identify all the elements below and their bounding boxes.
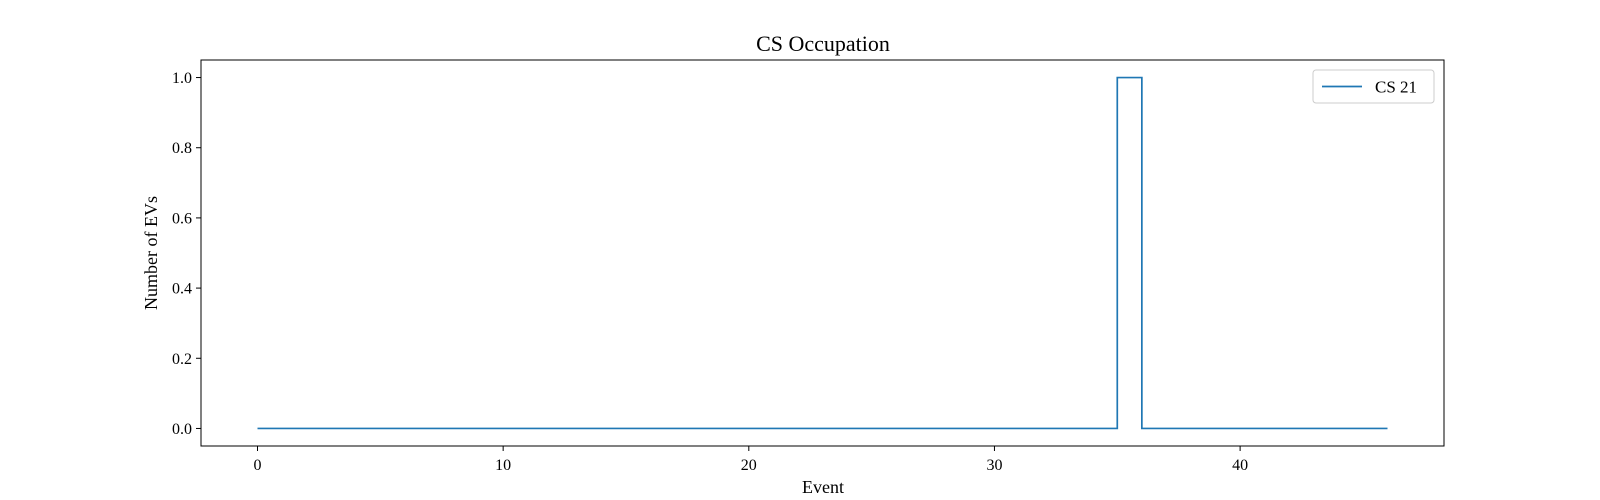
x-tick-label: 10 — [495, 457, 511, 474]
x-tick-label: 40 — [1232, 457, 1248, 474]
y-tick-label: 1.0 — [172, 70, 192, 87]
y-axis-label: Number of EVs — [141, 196, 161, 310]
x-tick-label: 0 — [254, 457, 262, 474]
legend-label: CS 21 — [1375, 78, 1417, 97]
y-tick-label: 0.6 — [172, 210, 192, 227]
series-line — [257, 76, 1388, 430]
x-tick-label: 30 — [986, 457, 1002, 474]
x-axis-label: Event — [802, 477, 844, 497]
plot-area — [200, 59, 1445, 447]
y-axis: 0.0 0.2 0.4 0.6 0.8 1.0 — [172, 70, 201, 438]
chart-title: CS Occupation — [756, 31, 890, 56]
legend: CS 21 — [1312, 69, 1435, 104]
x-axis: 0 10 20 30 40 — [254, 446, 1248, 474]
y-tick-label: 0.4 — [172, 281, 192, 298]
x-tick-label: 20 — [741, 457, 757, 474]
series-layer — [257, 76, 1388, 430]
y-tick-label: 0.0 — [172, 421, 192, 438]
legend-box — [1312, 69, 1435, 104]
y-tick-label: 0.8 — [172, 140, 192, 157]
y-tick-label: 0.2 — [172, 351, 192, 368]
plot-frame — [200, 59, 1445, 447]
